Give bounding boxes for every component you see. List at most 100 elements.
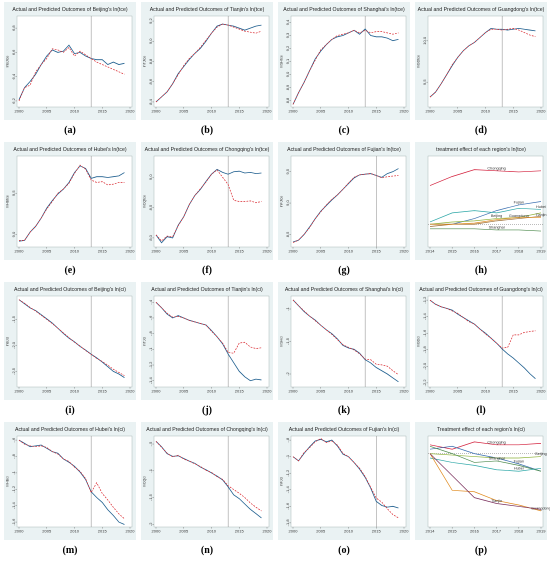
x-tick-label: 2010 <box>481 109 491 114</box>
x-tick-label: 2005 <box>42 389 52 394</box>
effect-line-beijing <box>429 212 542 225</box>
actual-series-line <box>292 438 399 509</box>
x-tick-label: 2000 <box>15 249 25 254</box>
x-tick-label: 2015 <box>372 389 382 394</box>
x-tick-label: 2015 <box>98 109 108 114</box>
panel-title: Actual and Predicted Outcomes of Beijing… <box>14 287 126 293</box>
effect-line-fujian <box>429 445 542 472</box>
x-tick-label: 2010 <box>481 389 491 394</box>
panel-caption: (c) <box>338 125 349 136</box>
region-label: Fujian <box>514 200 524 204</box>
x-tick-label: 2020 <box>126 529 136 534</box>
x-tick-label: 2020 <box>263 529 273 534</box>
y-tick-label: -1 <box>285 454 290 458</box>
y-axis-label: lnFJci <box>280 477 284 487</box>
x-tick-label: 2015 <box>448 529 458 534</box>
x-tick-label: 2000 <box>426 389 436 394</box>
y-tick-label: 9.0 <box>285 200 290 206</box>
panel-g: Actual and Predicted Outcomes of Fujian'… <box>278 142 410 276</box>
synthetic-series-line <box>292 299 399 375</box>
y-axis-label: lnTJtce <box>143 56 147 68</box>
x-tick-label: 2015 <box>235 529 245 534</box>
plot-area <box>16 15 133 108</box>
x-tick-label: 2020 <box>400 109 410 114</box>
plot-area <box>290 15 407 108</box>
effect-line-hubei <box>429 207 542 223</box>
synthetic-series-line <box>155 169 262 242</box>
y-tick-label: -1.6 <box>285 502 290 510</box>
y-tick-label: 9.4 <box>285 19 290 25</box>
x-tick-label: 2010 <box>344 389 354 394</box>
y-tick-label: -1.4 <box>148 377 153 385</box>
plot-area <box>427 435 544 528</box>
y-axis-label: lnCQci <box>143 476 147 487</box>
panel-title: treatment effect of each region's ln(tce… <box>436 147 526 153</box>
x-tick-label: 2005 <box>316 389 326 394</box>
panel-caption: (p) <box>475 545 487 556</box>
plot-area <box>153 155 270 248</box>
panel-caption: (g) <box>338 265 350 276</box>
x-tick-label: 2015 <box>235 109 245 114</box>
y-tick-label: -2.2 <box>422 379 427 387</box>
x-tick-label: 2016 <box>470 529 480 534</box>
x-tick-label: 2015 <box>448 249 458 254</box>
y-tick-label: -1.6 <box>11 518 16 526</box>
x-tick-label: 2020 <box>400 529 410 534</box>
region-label: Guangdong <box>509 214 529 218</box>
y-tick-label: -2.5 <box>11 367 16 375</box>
x-tick-label: 2005 <box>42 109 52 114</box>
x-tick-label: 2018 <box>514 529 524 534</box>
synthetic-series-line <box>18 47 125 102</box>
plot-area <box>16 435 133 528</box>
plot-area <box>427 155 544 248</box>
y-tick-label: -2.0 <box>11 341 16 349</box>
plot-area <box>290 295 407 388</box>
x-tick-label: 2005 <box>316 249 326 254</box>
panel-title: Actual and Predicted Outcomes of Shangha… <box>283 7 405 13</box>
y-tick-label: -1.8 <box>285 519 290 527</box>
x-tick-label: 2010 <box>344 249 354 254</box>
panel-title: Actual and Predicted Outcomes of Guangdo… <box>418 7 545 13</box>
y-axis-label: lnCQtce <box>143 195 147 208</box>
y-axis-label: lnBJci <box>6 337 10 347</box>
actual-series-line <box>155 23 262 103</box>
x-tick-label: 2005 <box>42 249 52 254</box>
x-tick-label: 2015 <box>372 109 382 114</box>
x-tick-label: 2005 <box>179 109 189 114</box>
panel-p: Treatment effect of each region's ln(ci)… <box>415 422 550 556</box>
x-tick-label: 2000 <box>15 109 25 114</box>
panel-caption: (k) <box>338 405 350 416</box>
x-tick-label: 2000 <box>426 109 436 114</box>
x-tick-label: 2005 <box>453 109 463 114</box>
x-tick-label: 2000 <box>289 249 299 254</box>
panel-caption: (m) <box>63 545 78 556</box>
y-tick-label: -2 <box>285 371 290 375</box>
x-tick-label: 2015 <box>509 389 519 394</box>
y-axis-label: lnSHtce <box>280 55 284 68</box>
panel-i: Actual and Predicted Outcomes of Beijing… <box>4 282 136 416</box>
plot-area <box>153 295 270 388</box>
x-tick-label: 2015 <box>372 249 382 254</box>
x-tick-label: 2019 <box>537 249 547 254</box>
panel-n: Actual and Predicted Outcomes of Chongqi… <box>141 422 273 556</box>
x-tick-label: 2010 <box>70 249 80 254</box>
y-tick-label: -1.8 <box>422 346 427 354</box>
y-tick-label: -.5 <box>148 441 153 446</box>
region-label: Chongqing <box>487 166 505 170</box>
y-tick-label: -1.4 <box>11 501 16 509</box>
panel-b: Actual and Predicted Outcomes of Tianjin… <box>141 2 273 136</box>
x-tick-label: 2020 <box>400 249 410 254</box>
x-tick-label: 2020 <box>126 389 136 394</box>
x-tick-label: 2000 <box>152 109 162 114</box>
effect-line-tianjin <box>429 453 542 510</box>
region-label: Hubei <box>536 205 546 209</box>
y-axis-label: lnHBci <box>6 476 10 487</box>
region-label: Shanghai <box>489 225 505 229</box>
y-axis-label: lnFJtce <box>280 196 284 208</box>
panel-f: Actual and Predicted Outcomes of Chongqi… <box>141 142 273 276</box>
y-axis-label: lnSHci <box>280 336 284 347</box>
synthetic-series-line <box>292 173 399 243</box>
x-tick-label: 2000 <box>152 389 162 394</box>
y-tick-label: 8.5 <box>285 231 290 237</box>
